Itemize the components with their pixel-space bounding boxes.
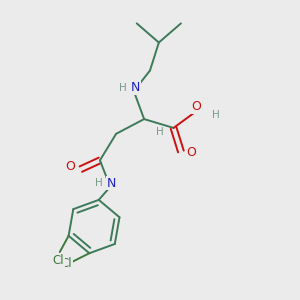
Text: N: N xyxy=(107,177,116,190)
Text: Cl: Cl xyxy=(52,254,64,267)
Text: O: O xyxy=(66,160,75,173)
Text: H: H xyxy=(94,178,102,188)
Text: Cl: Cl xyxy=(61,257,72,270)
Text: H: H xyxy=(156,127,164,137)
Text: H: H xyxy=(212,110,220,120)
Text: H: H xyxy=(119,82,127,93)
Text: O: O xyxy=(191,100,201,113)
Text: O: O xyxy=(186,146,196,159)
Text: N: N xyxy=(130,81,140,94)
